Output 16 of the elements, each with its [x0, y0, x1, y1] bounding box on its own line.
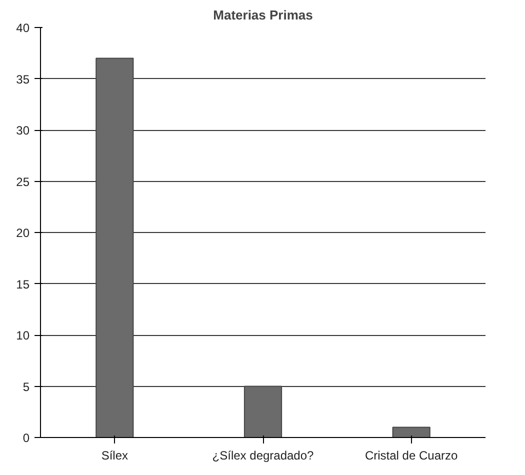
y-tick-label: 35: [16, 72, 30, 86]
x-tick-label: Cristal de Cuarzo: [364, 448, 458, 462]
x-tick-label: Sílex: [101, 448, 128, 462]
y-tick-label: 20: [16, 226, 30, 240]
y-tick-label: 15: [16, 277, 30, 292]
chart-title: Materias Primas: [213, 8, 313, 22]
y-tick-label: 10: [16, 328, 30, 342]
y-tick-label: 25: [16, 174, 30, 189]
y-tick-label: 5: [22, 380, 30, 394]
y-tick-label: 0: [22, 431, 30, 445]
bar: [96, 58, 134, 438]
y-tick-label: 30: [16, 124, 30, 138]
y-tick-label: 40: [16, 21, 30, 35]
bar: [244, 386, 282, 438]
bar: [392, 426, 430, 438]
x-tick-label: ¿Sílex degradado?: [212, 448, 314, 462]
